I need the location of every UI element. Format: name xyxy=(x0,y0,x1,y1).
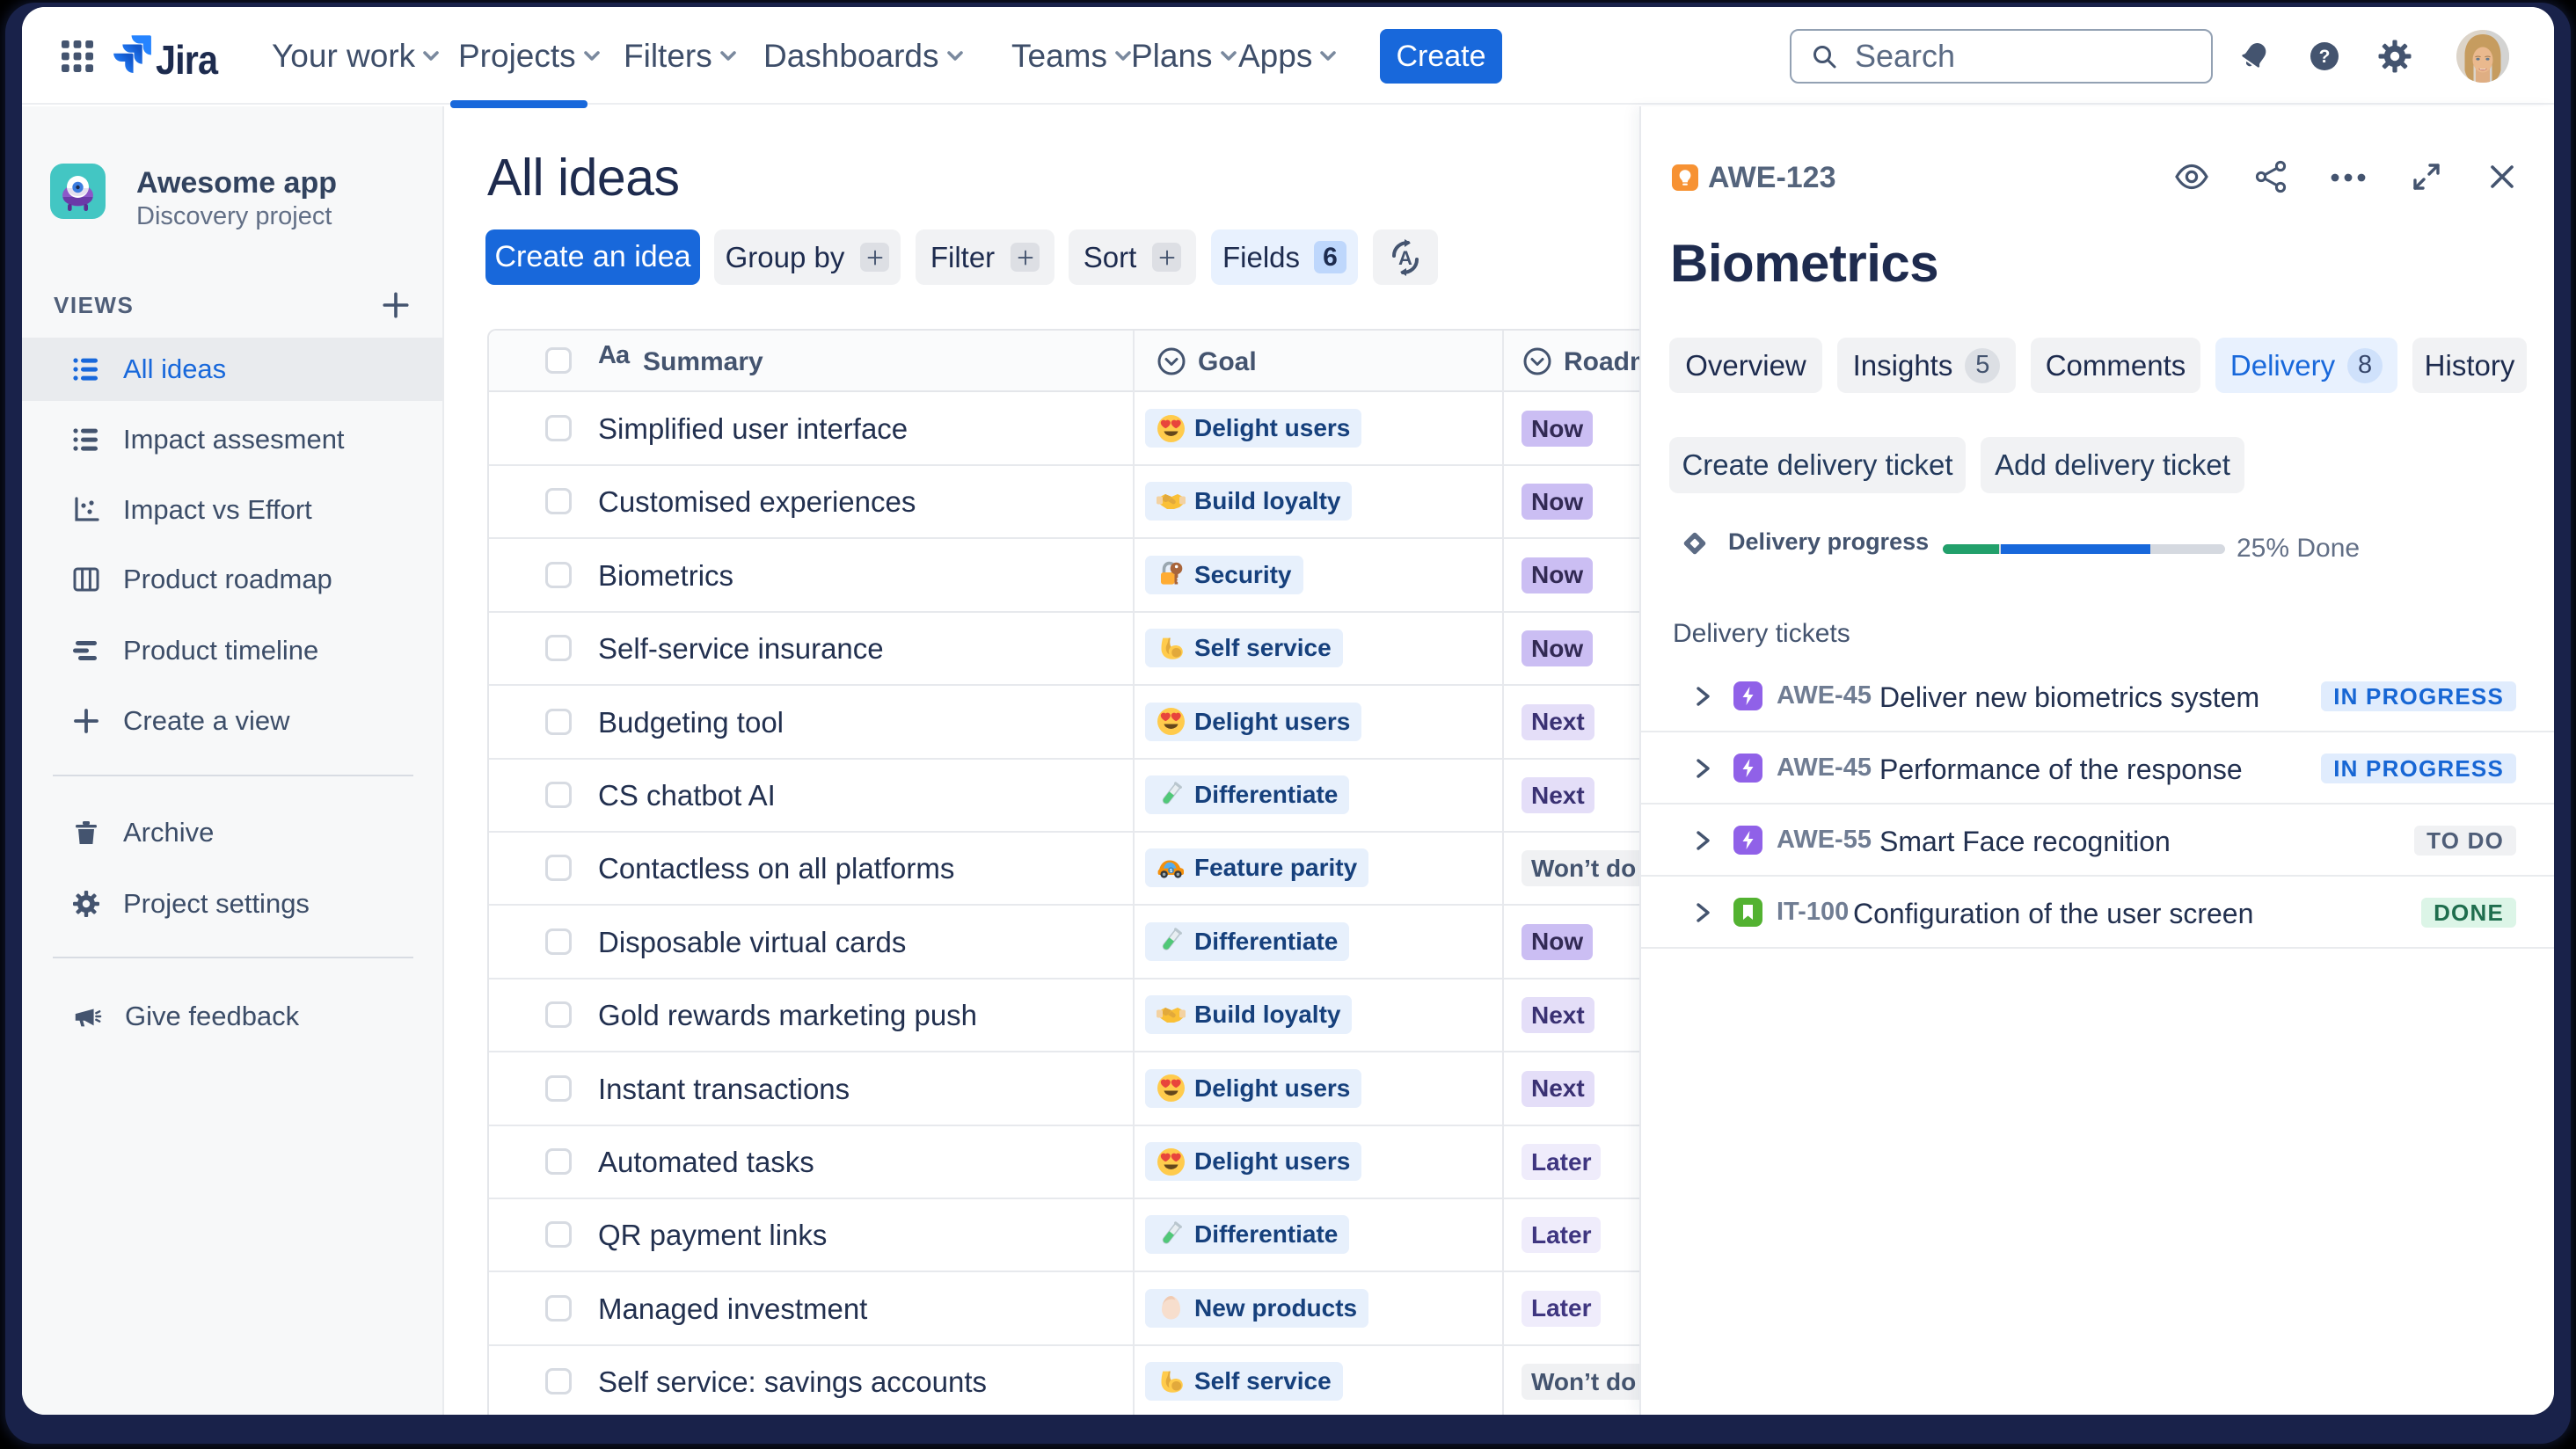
svg-text:A: A xyxy=(1398,247,1412,269)
svg-text:?: ? xyxy=(2319,47,2331,67)
svg-text:$: $ xyxy=(1170,869,1172,874)
